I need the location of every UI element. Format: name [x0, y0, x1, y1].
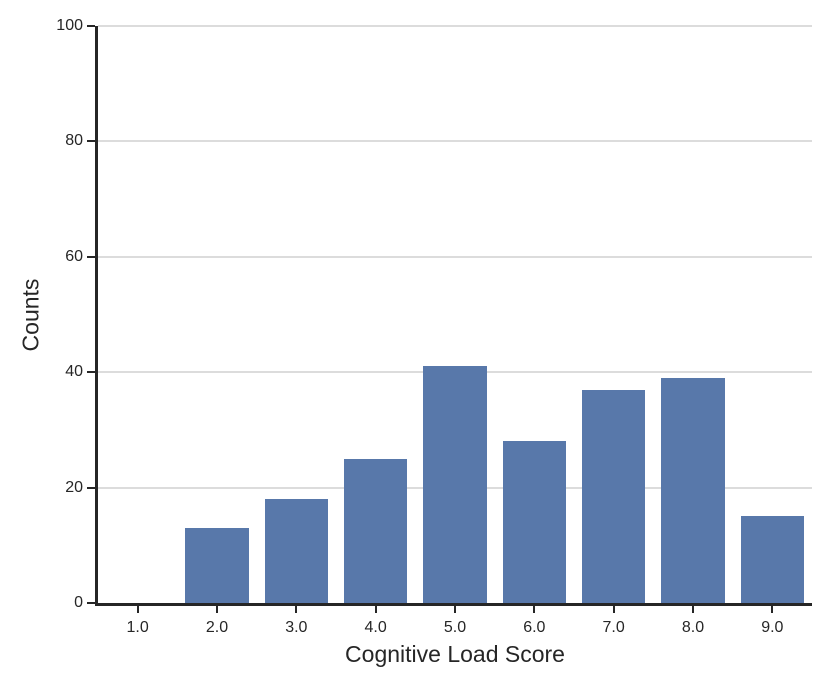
x-tick-label: 8.0: [681, 619, 705, 636]
bar-8.0: [661, 377, 725, 603]
x-tick-label: 2.0: [205, 619, 229, 636]
x-tick-label: 4.0: [364, 619, 387, 636]
y-tick-label: 20: [65, 478, 83, 496]
x-axis-spine: [95, 603, 812, 606]
y-tick-mark: [87, 371, 95, 374]
y-tick-label: 60: [65, 247, 83, 265]
bar-5.0: [423, 366, 487, 603]
y-tick-label: 100: [56, 17, 83, 34]
bar-4.0: [343, 458, 408, 603]
gridline-y-100: [98, 25, 812, 27]
y-tick-mark: [87, 486, 95, 489]
y-tick-mark: [87, 255, 95, 258]
x-tick-mark: [533, 606, 536, 613]
x-tick-label: 1.0: [126, 619, 149, 636]
x-tick-mark: [612, 606, 615, 613]
bar-9.0: [740, 516, 805, 603]
bar-2.0: [185, 527, 249, 603]
gridline-y-60: [98, 255, 812, 258]
y-axis-label: Counts: [17, 278, 44, 352]
x-tick-mark: [454, 606, 456, 613]
y-axis-spine: [95, 26, 98, 606]
x-tick-label: 3.0: [285, 619, 308, 636]
bar-6.0: [502, 441, 567, 603]
y-tick-label: 40: [65, 363, 83, 381]
x-tick-mark: [216, 606, 218, 613]
x-tick-label: 7.0: [602, 619, 625, 636]
y-tick-mark: [87, 602, 95, 604]
x-tick-label: 5.0: [443, 619, 467, 636]
x-tick-label: 9.0: [761, 619, 784, 636]
x-tick-mark: [374, 606, 377, 613]
bar-7.0: [581, 389, 646, 603]
x-axis-label: Cognitive Load Score: [345, 641, 565, 667]
gridline-y-80: [98, 140, 812, 143]
x-tick-label: 6.0: [523, 619, 546, 636]
y-tick-mark: [87, 140, 95, 143]
y-tick-mark: [87, 25, 95, 27]
x-tick-mark: [136, 606, 139, 613]
x-tick-mark: [771, 606, 774, 613]
bar-3.0: [264, 499, 329, 603]
y-tick-label: 80: [65, 132, 83, 150]
x-tick-mark: [295, 606, 298, 613]
y-tick-label: 0: [74, 594, 83, 611]
x-tick-mark: [692, 606, 694, 613]
